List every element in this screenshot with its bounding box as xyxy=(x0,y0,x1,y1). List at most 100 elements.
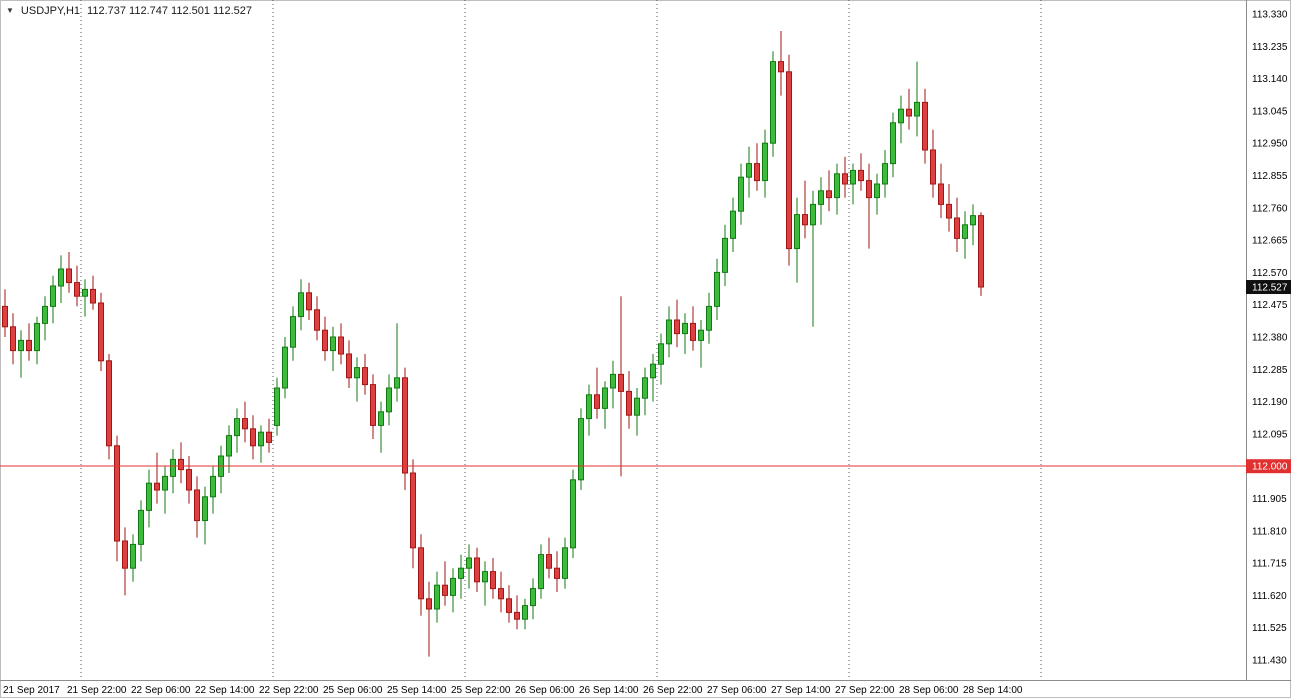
candle xyxy=(258,431,264,447)
candle xyxy=(770,61,776,144)
time-axis-label[interactable]: 27 Sep 22:00 xyxy=(835,685,895,696)
candle xyxy=(34,322,40,352)
candle xyxy=(138,509,144,545)
candle xyxy=(970,215,976,226)
candle xyxy=(562,547,568,579)
price-axis-label[interactable]: 113.045 xyxy=(1252,106,1288,117)
price-axis-label[interactable]: 111.905 xyxy=(1252,494,1287,505)
candle xyxy=(586,394,592,420)
candle xyxy=(114,445,120,542)
time-axis-label[interactable]: 28 Sep 14:00 xyxy=(963,685,1023,696)
candle xyxy=(458,567,464,579)
time-axis-label[interactable]: 28 Sep 06:00 xyxy=(899,685,959,696)
candle xyxy=(74,282,80,297)
candle xyxy=(722,237,728,273)
candle xyxy=(10,326,16,352)
candle xyxy=(362,367,368,386)
candle xyxy=(322,329,328,352)
time-axis-label[interactable]: 26 Sep 22:00 xyxy=(643,685,703,696)
candle xyxy=(930,149,936,185)
candle xyxy=(594,394,600,409)
price-axis-label[interactable]: 111.430 xyxy=(1252,656,1287,667)
candle xyxy=(426,598,432,610)
price-axis-label[interactable]: 112.285 xyxy=(1252,365,1288,376)
candle xyxy=(42,305,48,324)
candle xyxy=(474,557,480,583)
hline-price-badge-label: 112.000 xyxy=(1252,462,1288,473)
candle xyxy=(58,268,64,287)
candle xyxy=(946,203,952,219)
candle xyxy=(50,285,56,307)
candle xyxy=(730,210,736,239)
price-axis-label[interactable]: 113.330 xyxy=(1252,10,1288,21)
candle xyxy=(314,309,320,331)
candle xyxy=(194,489,200,522)
time-axis-label[interactable]: 25 Sep 22:00 xyxy=(451,685,511,696)
candle xyxy=(330,336,336,352)
candle xyxy=(106,360,112,447)
price-axis-label[interactable]: 111.810 xyxy=(1252,526,1287,537)
candle xyxy=(242,418,248,430)
candle xyxy=(826,190,832,199)
price-axis-label[interactable]: 112.855 xyxy=(1252,171,1288,182)
price-axis-label[interactable]: 113.140 xyxy=(1252,74,1288,85)
time-axis-label[interactable]: 22 Sep 22:00 xyxy=(259,685,319,696)
hline-price-badge xyxy=(1246,459,1291,474)
candle xyxy=(746,163,752,178)
candle xyxy=(634,397,640,416)
candle xyxy=(906,108,912,117)
candle xyxy=(842,173,848,185)
candle xyxy=(394,377,400,389)
candle xyxy=(762,142,768,182)
candle xyxy=(810,203,816,226)
time-axis-label[interactable]: 26 Sep 06:00 xyxy=(515,685,575,696)
time-axis-label[interactable]: 22 Sep 06:00 xyxy=(131,685,191,696)
price-axis-label[interactable]: 111.525 xyxy=(1252,623,1287,634)
time-axis-label[interactable]: 25 Sep 06:00 xyxy=(323,685,383,696)
candle xyxy=(578,418,584,481)
price-axis-label[interactable]: 113.235 xyxy=(1252,42,1288,53)
candle xyxy=(266,431,272,443)
candle xyxy=(658,343,664,365)
price-axis-label[interactable]: 112.475 xyxy=(1252,300,1288,311)
candle xyxy=(2,305,8,328)
candle xyxy=(850,169,856,185)
candle xyxy=(250,428,256,447)
price-axis-label[interactable]: 112.950 xyxy=(1252,139,1288,150)
candle xyxy=(706,305,712,331)
price-axis-label[interactable]: 111.620 xyxy=(1252,591,1287,602)
candle xyxy=(346,353,352,379)
time-axis-label[interactable]: 26 Sep 14:00 xyxy=(579,685,639,696)
candle xyxy=(866,180,872,199)
candle xyxy=(698,329,704,341)
time-axis-label[interactable]: 21 Sep 2017 xyxy=(3,685,60,696)
candle xyxy=(178,458,184,471)
time-axis-label[interactable]: 25 Sep 14:00 xyxy=(387,685,447,696)
price-axis-label[interactable]: 112.760 xyxy=(1252,203,1288,214)
candle xyxy=(618,373,624,392)
time-axis-label[interactable]: 27 Sep 14:00 xyxy=(771,685,831,696)
candle xyxy=(98,302,104,362)
current-price-badge xyxy=(1246,280,1291,295)
candle xyxy=(786,71,792,250)
candle xyxy=(82,288,88,297)
candle xyxy=(234,418,240,437)
candle xyxy=(778,61,784,73)
candle xyxy=(874,183,880,199)
candle xyxy=(738,176,744,212)
candle xyxy=(338,336,344,355)
candle xyxy=(442,584,448,596)
price-axis-label[interactable]: 112.380 xyxy=(1252,333,1288,344)
candle xyxy=(18,339,24,352)
price-axis-label[interactable]: 112.570 xyxy=(1252,268,1288,279)
time-axis-label[interactable]: 21 Sep 22:00 xyxy=(67,685,127,696)
price-axis-label[interactable]: 112.095 xyxy=(1252,429,1288,440)
time-axis-label[interactable]: 22 Sep 14:00 xyxy=(195,685,255,696)
price-axis-label[interactable]: 112.665 xyxy=(1252,236,1288,247)
price-axis-label[interactable]: 112.190 xyxy=(1252,397,1288,408)
symbol-dropdown-icon[interactable]: ▼ xyxy=(6,6,14,15)
price-axis-label[interactable]: 111.715 xyxy=(1252,559,1287,570)
time-axis-label[interactable]: 27 Sep 06:00 xyxy=(707,685,767,696)
candle xyxy=(626,390,632,416)
